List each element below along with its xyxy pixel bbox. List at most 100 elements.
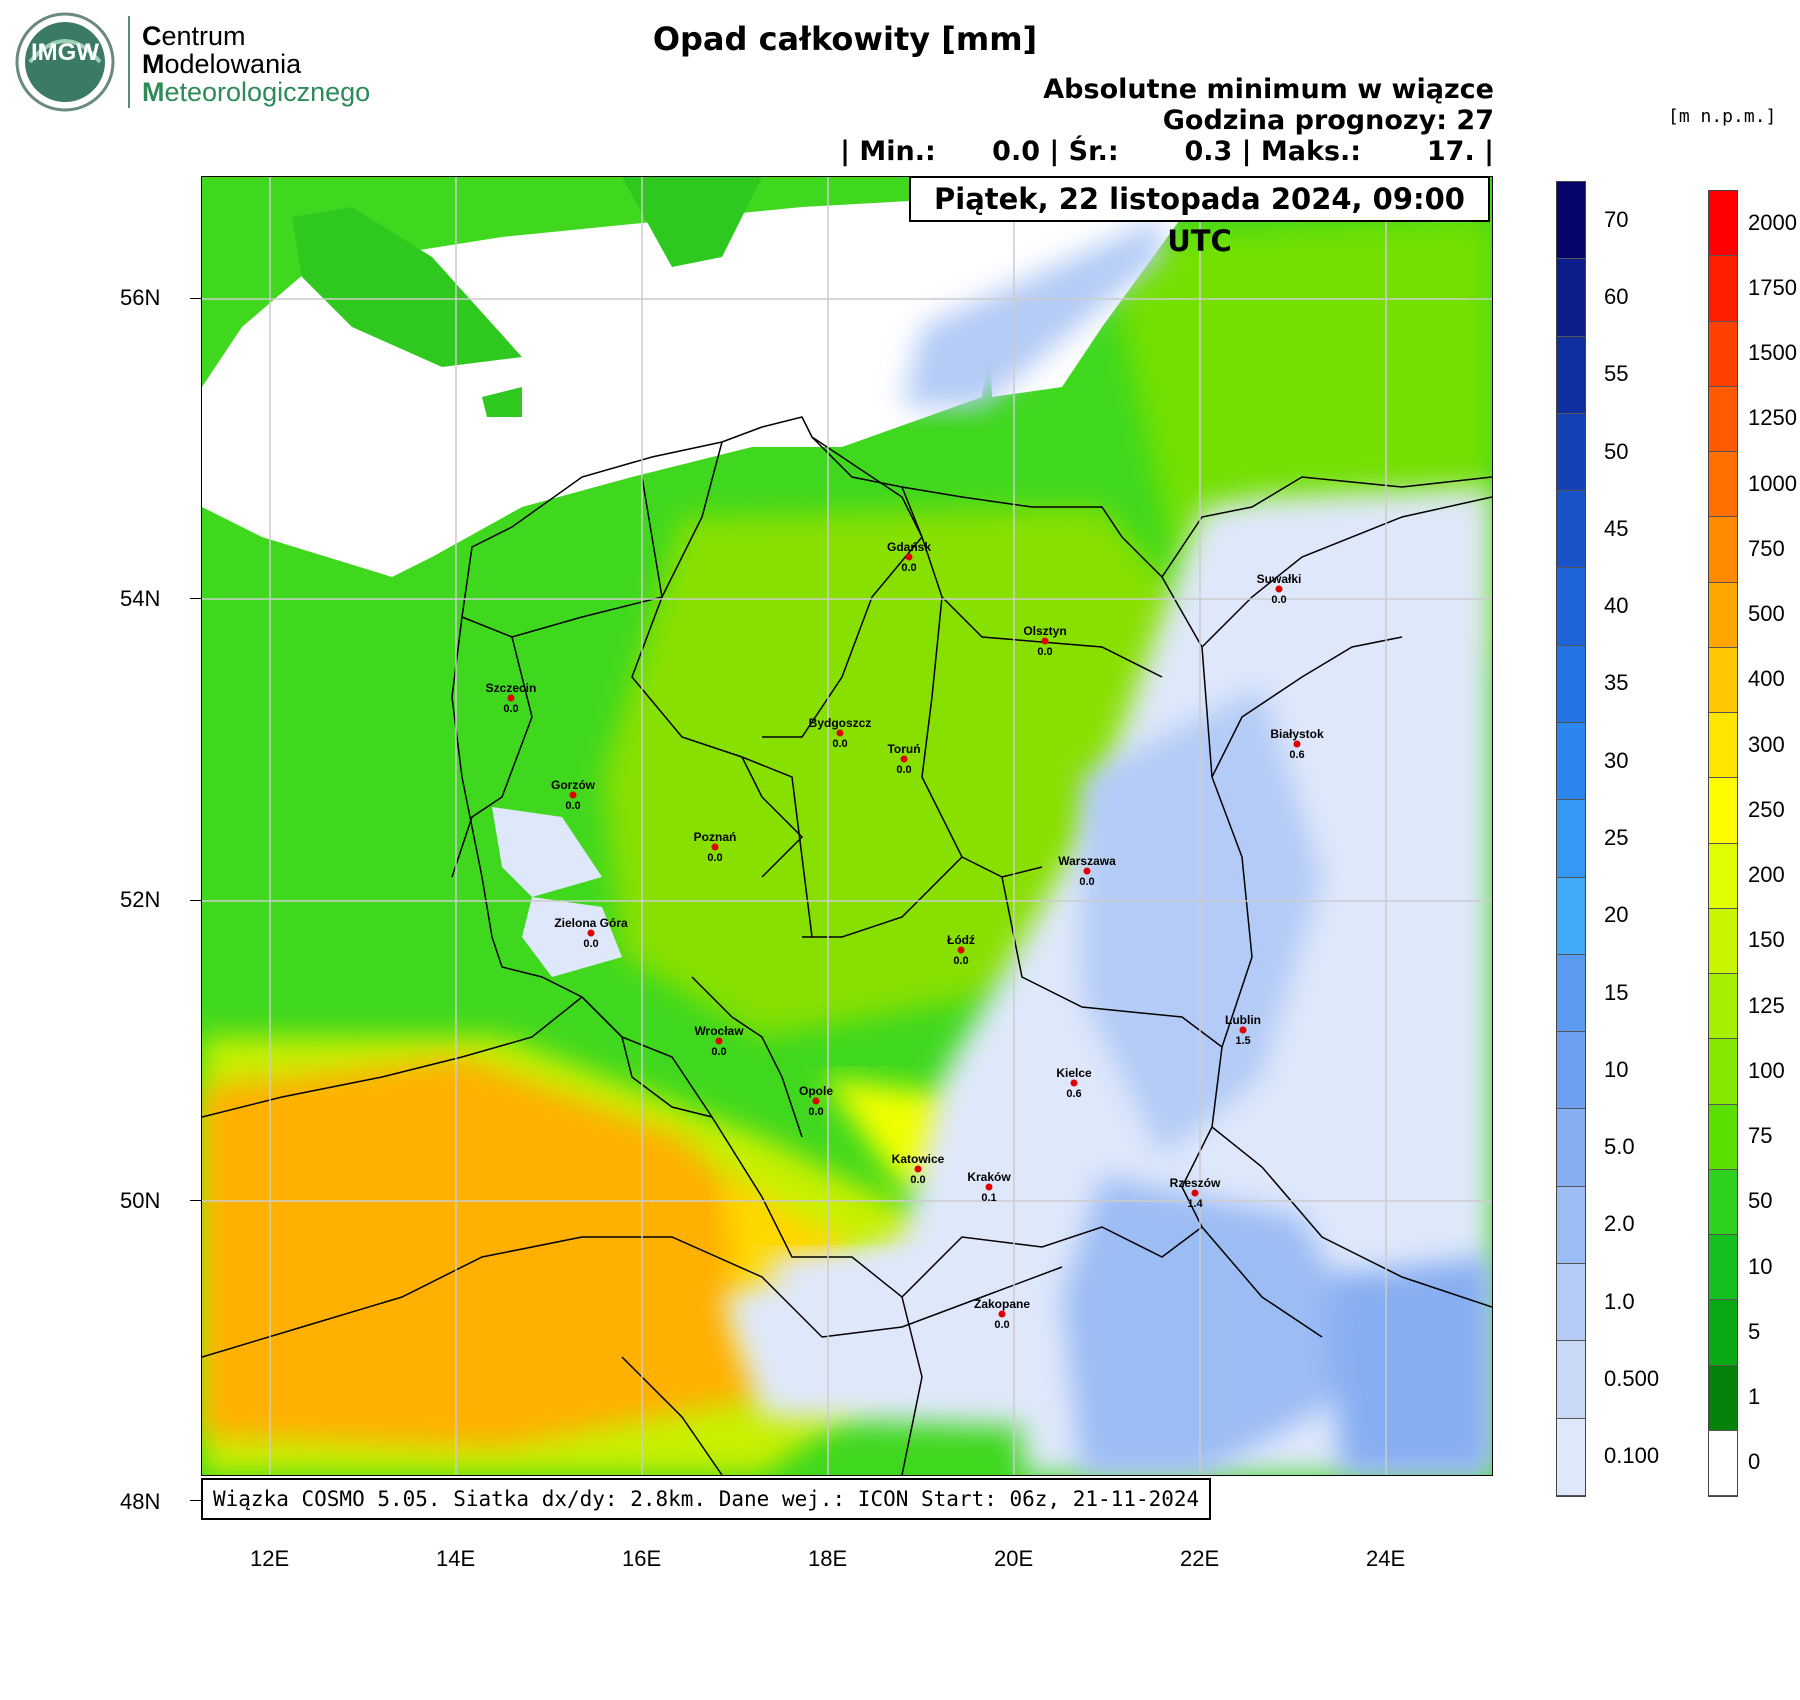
svg-text:IMGW: IMGW [31,39,99,66]
precip-area-north [902,217,1162,407]
city-marker: Szczecin 0.0 [486,681,537,715]
city-precip-value: 0.0 [910,1174,925,1186]
colorbar-segment [1709,713,1737,779]
colorbar-label: 2000 [1748,209,1797,235]
model-info-footer: Wiązka COSMO 5.05. Siatka dx/dy: 2.8km. … [201,1478,1212,1520]
lon-label: 24E [1366,1546,1406,1571]
colorbar-label: 500 [1748,601,1785,627]
colorbar-label: 250 [1748,796,1785,822]
colorbar-label: 150 [1748,927,1785,953]
colorbar-segment [1709,256,1737,322]
elevation-colorbar-labels: 2000 1750 1500 1250 1000 750 500 400 300 250 200 15… [1748,190,1800,1495]
colorbar-segment [1709,974,1737,1040]
colorbar-segment [1709,1104,1737,1170]
colorbar-label: 10 [1748,1253,1773,1279]
colorbar-segment [1557,1186,1585,1264]
colorbar-label: 10 [1604,1056,1629,1082]
city-dot [1275,585,1283,593]
city-precip-value: 0.0 [896,764,911,776]
map-canvas: Gdańsk 0.0 Suwałki 0.0 Olsztyn 0.0 Szczecin 0.0… [202,177,1492,1475]
city-dot [900,755,908,763]
lat-label: 54N [120,586,161,611]
colorbar-label: 15 [1604,979,1629,1005]
city-dot [1070,1079,1078,1087]
city-precip-value: 0.0 [583,938,598,950]
colorbar-segment [1557,1341,1585,1419]
city-marker: Rzeszów 1.4 [1170,1176,1221,1210]
colorbar-segment [1709,191,1737,257]
imgw-badge-icon: IMGW [15,12,115,112]
city-dot [569,791,577,799]
precip-area-ukraine [1322,1257,1492,1475]
precipitation-map: Gdańsk 0.0 Suwałki 0.0 Olsztyn 0.0 Szczecin 0.0… [201,176,1493,1476]
colorbar-label: 5.0 [1604,1134,1635,1160]
city-name: Gdańsk [887,540,931,554]
city-name: Wrocław [694,1024,744,1038]
colorbar-segment [1557,259,1585,337]
city-marker: Białystok 0.6 [1270,727,1324,761]
city-name: Szczecin [486,681,537,695]
city-precip-value: 0.6 [1066,1088,1081,1100]
city-marker: Łódź 0.0 [947,933,975,967]
map-title: Opad całkowity [mm] [652,20,1038,58]
lat-label: 56N [120,285,161,310]
lon-label: 16E [622,1546,662,1571]
city-precip-value: 1.4 [1187,1198,1203,1210]
colorbar-segment [1709,1039,1737,1105]
lat-tick [190,1500,201,1501]
colorbar-label: 400 [1748,666,1785,692]
city-marker: Gorzów 0.0 [551,778,596,812]
colorbar-segment [1557,722,1585,801]
colorbar-segment [1557,336,1585,414]
colorbar-segment [1709,778,1737,844]
city-marker: Toruń 0.0 [887,742,920,776]
colorbar-segment [1709,517,1737,583]
lat-tick [190,298,201,299]
lon-label: 14E [436,1546,476,1571]
admin-borders [202,416,1492,1475]
city-markers: Gdańsk 0.0 Suwałki 0.0 Olsztyn 0.0 Szczecin 0.0… [486,540,1324,1331]
city-dot [715,1037,723,1045]
colorbar-label: 300 [1748,731,1785,757]
colorbar-segment [1557,568,1585,646]
colorbar-label: 2.0 [1604,1211,1635,1237]
colorbar-segment [1557,800,1585,878]
city-dot [1239,1026,1247,1034]
city-marker: Warszawa 0.0 [1058,854,1116,888]
city-dot [1293,740,1301,748]
colorbar-label: 1250 [1748,405,1797,431]
colorbar-label: 45 [1604,515,1629,541]
colorbar-segment [1709,908,1737,974]
lat-tick [190,900,201,901]
city-name: Zielona Góra [554,916,628,930]
colorbar-segment [1709,1235,1737,1301]
lon-label: 22E [1180,1546,1220,1571]
city-name: Łódź [947,933,975,947]
city-name: Kraków [967,1170,1011,1184]
city-precip-value: 0.1 [981,1192,996,1204]
city-marker: Bydgoszcz 0.0 [809,716,872,750]
colorbar-segment [1709,452,1737,518]
lat-label: 52N [120,887,161,912]
city-marker: Zielona Góra 0.0 [554,916,628,950]
precip-area-tatra [762,1257,1002,1377]
city-marker: Zakopane 0.0 [974,1297,1030,1331]
colorbar-segment [1557,491,1585,569]
city-marker: Katowice 0.0 [892,1152,945,1186]
colorbar-segment [1709,386,1737,452]
precip-patch-wroclaw [522,897,622,977]
elevation-colorbar [1708,190,1738,1497]
city-precip-value: 0.0 [953,955,968,967]
precip-patch-zgora [492,807,602,897]
city-precip-value: 0.0 [808,1106,823,1118]
city-dot [711,843,719,851]
lat-tick [190,598,201,599]
graticule [202,177,1492,1475]
colorbar-segment [1709,843,1737,909]
bornholm-island [482,387,522,417]
city-marker: Kielce 0.6 [1056,1066,1092,1100]
city-marker: Kraków 0.1 [967,1170,1011,1204]
colorbar-segment [1557,1032,1585,1110]
colorbar-segment [1557,954,1585,1033]
colorbar-segment [1709,582,1737,648]
